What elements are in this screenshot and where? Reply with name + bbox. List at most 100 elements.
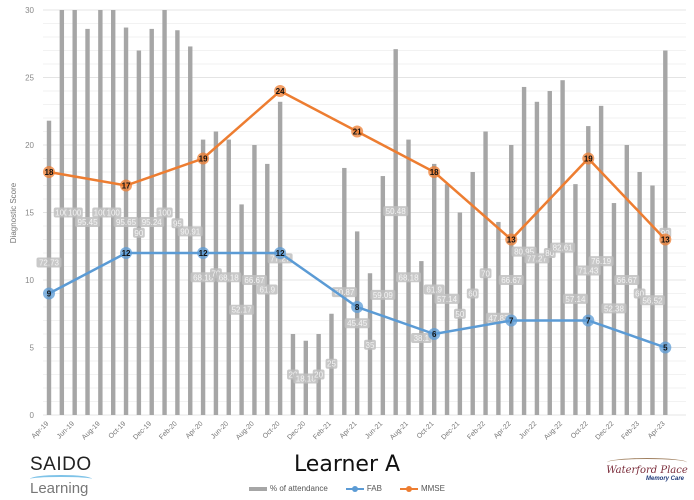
line-marker-icon — [345, 485, 364, 492]
mmse-value-label: 18 — [45, 168, 54, 177]
attendance-data-label: 66.67 — [501, 276, 522, 285]
attendance-data-label: 59.09 — [373, 291, 394, 300]
x-tick-label: Jun-22 — [518, 420, 538, 440]
attendance-data-label: 60 — [468, 290, 477, 299]
x-tick-label: Dec-22 — [594, 420, 615, 441]
data-label-box — [614, 275, 640, 285]
bar-swatch-icon — [249, 486, 268, 491]
data-label-box — [601, 303, 627, 314]
data-label-box — [466, 288, 479, 299]
data-label-box — [177, 226, 203, 237]
data-label-box — [139, 216, 165, 227]
attendance-data-label: 25 — [327, 360, 336, 369]
data-label-box — [241, 275, 267, 285]
attendance-data-label: 100 — [55, 209, 69, 218]
fab-value-label: 12 — [122, 249, 131, 258]
mmse-marker — [505, 233, 518, 246]
fab-value-label: 7 — [509, 317, 514, 326]
fab-marker — [505, 314, 518, 327]
x-tick-label: Oct-19 — [108, 420, 128, 440]
data-label-box — [92, 207, 109, 218]
x-tick-label: Feb-22 — [466, 420, 487, 441]
y-tick-label: 25 — [25, 74, 34, 83]
data-label-box — [423, 284, 445, 295]
fab-value-label: 8 — [355, 303, 360, 312]
x-tick-label: Jun-19 — [56, 420, 76, 440]
x-tick-label: Feb-23 — [620, 420, 641, 441]
legend-label-attendance: % of attendance — [270, 484, 328, 493]
attendance-data-label: 20 — [289, 371, 298, 380]
attendance-data-label: 66.67 — [244, 276, 265, 285]
attendance-data-label: 82.61 — [553, 244, 574, 253]
attendance-data-label: 76.19 — [591, 257, 612, 266]
attendance-data-label: 18.18 — [296, 375, 317, 384]
attendance-data-label: 56.52 — [642, 296, 663, 305]
data-label-box — [229, 304, 255, 315]
data-label-box — [498, 275, 524, 285]
x-tick-label: Jun-21 — [364, 420, 384, 440]
fab-marker — [659, 341, 672, 354]
fab-marker — [120, 247, 133, 259]
data-label-box — [639, 295, 665, 306]
attendance-data-label: 100 — [107, 209, 121, 218]
data-label-box — [66, 207, 83, 218]
fab-value-label: 7 — [586, 317, 591, 326]
fab-marker — [197, 247, 210, 259]
data-label-box — [113, 216, 139, 227]
attendance-data-label: 61.9 — [426, 285, 442, 294]
x-tick-label: Aug-20 — [235, 420, 256, 441]
y-tick-label: 30 — [25, 6, 34, 15]
x-tick-label: Aug-21 — [389, 420, 410, 441]
logo-text-saido: SAIDO — [30, 454, 92, 475]
chart-title: Learner A — [293, 452, 401, 477]
attendance-data-label: 68.18 — [193, 273, 214, 282]
x-tick-label: Jun-20 — [210, 420, 230, 440]
attendance-data-label: 50 — [455, 310, 464, 319]
attendance-data-label: 68.18 — [399, 273, 420, 282]
attendance-data-label: 38.1 — [414, 334, 430, 343]
attendance-data-label: 100 — [68, 209, 82, 218]
x-tick-label: Oct-22 — [570, 420, 590, 440]
fab-value-label: 9 — [47, 290, 52, 299]
data-label-box — [383, 206, 409, 217]
attendance-data-label: 57.14 — [565, 295, 586, 304]
data-label-box — [156, 207, 173, 218]
y-tick-label: 15 — [25, 209, 34, 218]
waterford-place-logo: Waterford Place Memory Care — [604, 458, 690, 482]
data-label-box — [411, 333, 432, 344]
attendance-data-label: 95.65 — [116, 218, 137, 227]
x-tick-label: Apr-20 — [185, 420, 205, 440]
mmse-marker — [582, 152, 595, 165]
data-label-box — [479, 268, 492, 279]
mmse-marker — [197, 152, 210, 165]
data-label-box — [36, 257, 62, 268]
x-tick-label: Dec-19 — [132, 420, 153, 441]
chart-legend: % of attendance FAB MMSE — [0, 484, 694, 493]
logo-arc-icon — [607, 458, 687, 467]
attendance-data-label: 100 — [94, 209, 108, 218]
legend-label-fab: FAB — [366, 484, 382, 493]
attendance-data-label: 66.67 — [617, 276, 638, 285]
legend-item-mmse: MMSE — [399, 484, 445, 493]
legend-item-fab: FAB — [345, 484, 382, 493]
fab-value-label: 12 — [199, 249, 208, 258]
attendance-data-label: 35 — [366, 341, 375, 350]
data-label-box — [396, 272, 422, 283]
y-axis-title: Diagnostic Score — [9, 182, 18, 243]
mmse-marker — [120, 179, 133, 192]
data-label-box — [312, 369, 325, 380]
mmse-value-label: 19 — [199, 155, 208, 164]
fab-marker — [274, 247, 287, 259]
y-tick-label: 5 — [30, 344, 35, 353]
line-marker-icon — [399, 485, 418, 492]
x-tick-label: Aug-22 — [543, 420, 564, 441]
attendance-data-label: 90 — [134, 229, 143, 238]
x-tick-label: Feb-21 — [312, 420, 333, 441]
mmse-value-label: 18 — [430, 168, 439, 177]
x-tick-label: Dec-21 — [440, 420, 461, 441]
x-tick-label: Oct-21 — [416, 420, 436, 440]
attendance-bar — [46, 120, 52, 415]
y-tick-label: 20 — [25, 141, 34, 150]
chart-plot-area: 0 5 10 15 20 25 30 Diagnostic Score Apr-19 Jun-19… — [9, 6, 686, 441]
x-tick-label: Apr-19 — [31, 420, 51, 440]
